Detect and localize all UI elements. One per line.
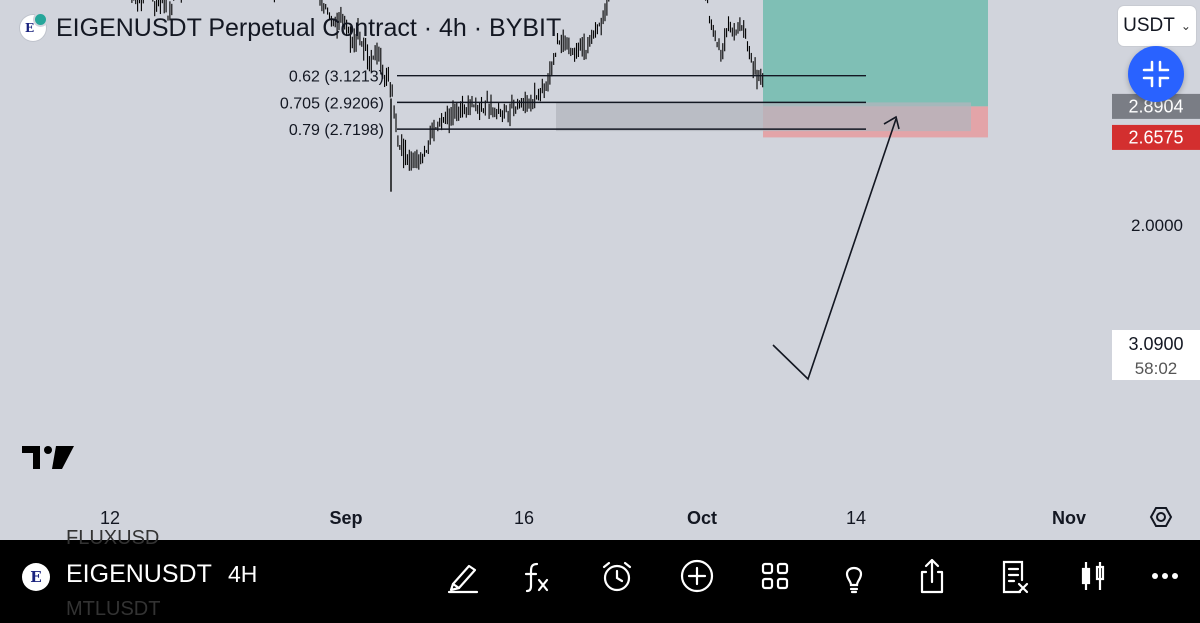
fib-label: 0.62 (3.1213) (289, 69, 384, 86)
more-button[interactable] (1143, 556, 1187, 596)
ghost-symbol-above: FLUXUSD (66, 527, 160, 549)
stop-price-label-bg (1112, 124, 1200, 150)
projection-arrowhead (883, 115, 900, 130)
symbol-logo: E (20, 12, 48, 41)
add-button[interactable] (675, 556, 719, 596)
collapse-icon (1142, 60, 1170, 88)
target-zone[interactable] (763, 0, 988, 107)
layouts-button[interactable] (753, 556, 797, 596)
time-tick: 16 (514, 508, 534, 528)
time-tick: Sep (329, 508, 362, 528)
function-icon (524, 562, 549, 593)
tv-logo-icon (22, 446, 74, 469)
ghost-symbol-below: MTLUSDT (66, 598, 161, 620)
idea-bulb-icon (845, 566, 863, 594)
time-tick: 14 (846, 508, 866, 528)
fib-label: 0.79 (2.7198) (289, 122, 384, 139)
alert-button[interactable] (595, 556, 639, 596)
last-price-label: 3.0900 (1128, 334, 1183, 354)
chart-settings-icon[interactable] (1149, 507, 1173, 527)
indicators-button[interactable] (515, 556, 559, 596)
entry-price-label: 2.8904 (1128, 96, 1183, 116)
currency-selector[interactable]: USDT ⌄ (1118, 6, 1196, 46)
add-circle-icon (680, 559, 714, 593)
chart-title: EIGENUSDT Perpetual Contract · 4h · BYBI… (56, 13, 562, 42)
time-tick: Oct (687, 508, 717, 528)
brush-icon (447, 564, 479, 594)
candles-icon (1081, 562, 1105, 590)
price-tick: 2.0000 (1131, 216, 1183, 235)
stop-price-label: 2.6575 (1128, 127, 1183, 147)
fib-label: 0.705 (2.9206) (280, 95, 384, 112)
toolbar-symbol-logo: E (22, 563, 50, 591)
last-price-bg (1112, 330, 1200, 380)
toolbar-symbol[interactable]: EIGENUSDT (66, 560, 212, 588)
price-series (131, 0, 764, 192)
watchlist-icon (1002, 560, 1029, 594)
share-icon (920, 558, 944, 594)
currency-label: USDT (1123, 15, 1175, 36)
chart-type-button[interactable] (1071, 556, 1115, 596)
bar-countdown-label: 58:02 (1135, 359, 1178, 378)
ideas-button[interactable] (832, 556, 876, 596)
collapse-button[interactable] (1128, 46, 1184, 102)
projection-path[interactable] (772, 118, 897, 381)
watchlist-button[interactable] (992, 556, 1036, 596)
alert-clock-icon (602, 561, 632, 592)
grid-icon (761, 562, 789, 590)
bottom-toolbar (0, 540, 1200, 623)
share-button[interactable] (910, 556, 954, 596)
time-tick: Nov (1052, 508, 1086, 528)
more-icon (1152, 573, 1178, 579)
drawing-tools-button[interactable] (441, 556, 485, 596)
time-tick: 12 (100, 508, 120, 528)
chart-header: E EIGENUSDT Perpetual Contract · 4h · BY… (20, 12, 561, 44)
chevron-down-icon: ⌄ (1180, 19, 1191, 33)
entry-zone[interactable] (556, 102, 971, 132)
toolbar-interval[interactable]: 4H (228, 561, 258, 587)
